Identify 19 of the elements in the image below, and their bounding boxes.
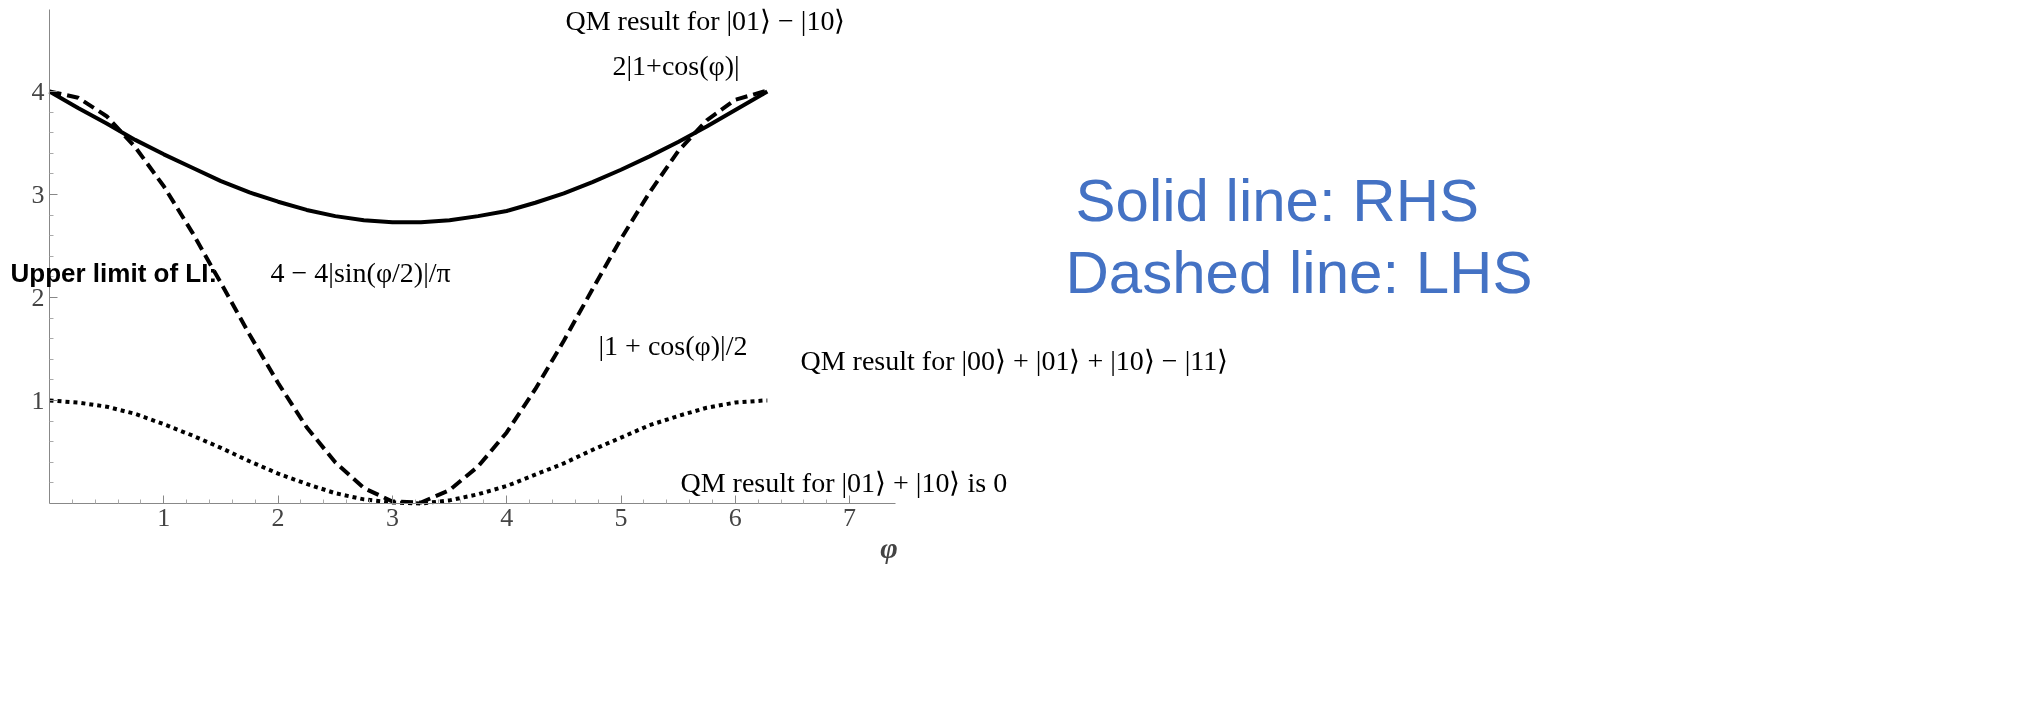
x-tick-label: 3 bbox=[385, 502, 399, 532]
x-tick-label: 5 bbox=[614, 502, 628, 532]
annotation: 2|1+cos(φ)| bbox=[612, 50, 740, 81]
x-tick-label: 7 bbox=[843, 502, 857, 532]
x-tick-label: 4 bbox=[500, 502, 514, 532]
text: Dashed line: LHS bbox=[1065, 239, 1533, 306]
annotation: QM result for |01⟩ − |10⟩ bbox=[565, 5, 846, 36]
x-tick-label: 1 bbox=[157, 502, 171, 532]
text: Solid line: RHS bbox=[1075, 167, 1480, 234]
annotation: 4 − 4|sin(φ/2)|/π bbox=[270, 257, 451, 288]
x-tick-label: 6 bbox=[728, 502, 742, 532]
x-axis-title: φ bbox=[880, 530, 898, 564]
y-tick-label: 3 bbox=[31, 180, 45, 209]
y-tick-label: 1 bbox=[31, 386, 45, 415]
annotation: |1 + cos(φ)|/2 bbox=[598, 330, 748, 361]
annotation: QM result for |00⟩ + |01⟩ + |10⟩ − |11⟩ bbox=[800, 345, 1229, 376]
x-tick-label: 2 bbox=[271, 502, 285, 532]
annotation: QM result for |01⟩ + |10⟩ is 0 bbox=[680, 467, 1008, 498]
y-tick-label: 4 bbox=[31, 77, 45, 106]
